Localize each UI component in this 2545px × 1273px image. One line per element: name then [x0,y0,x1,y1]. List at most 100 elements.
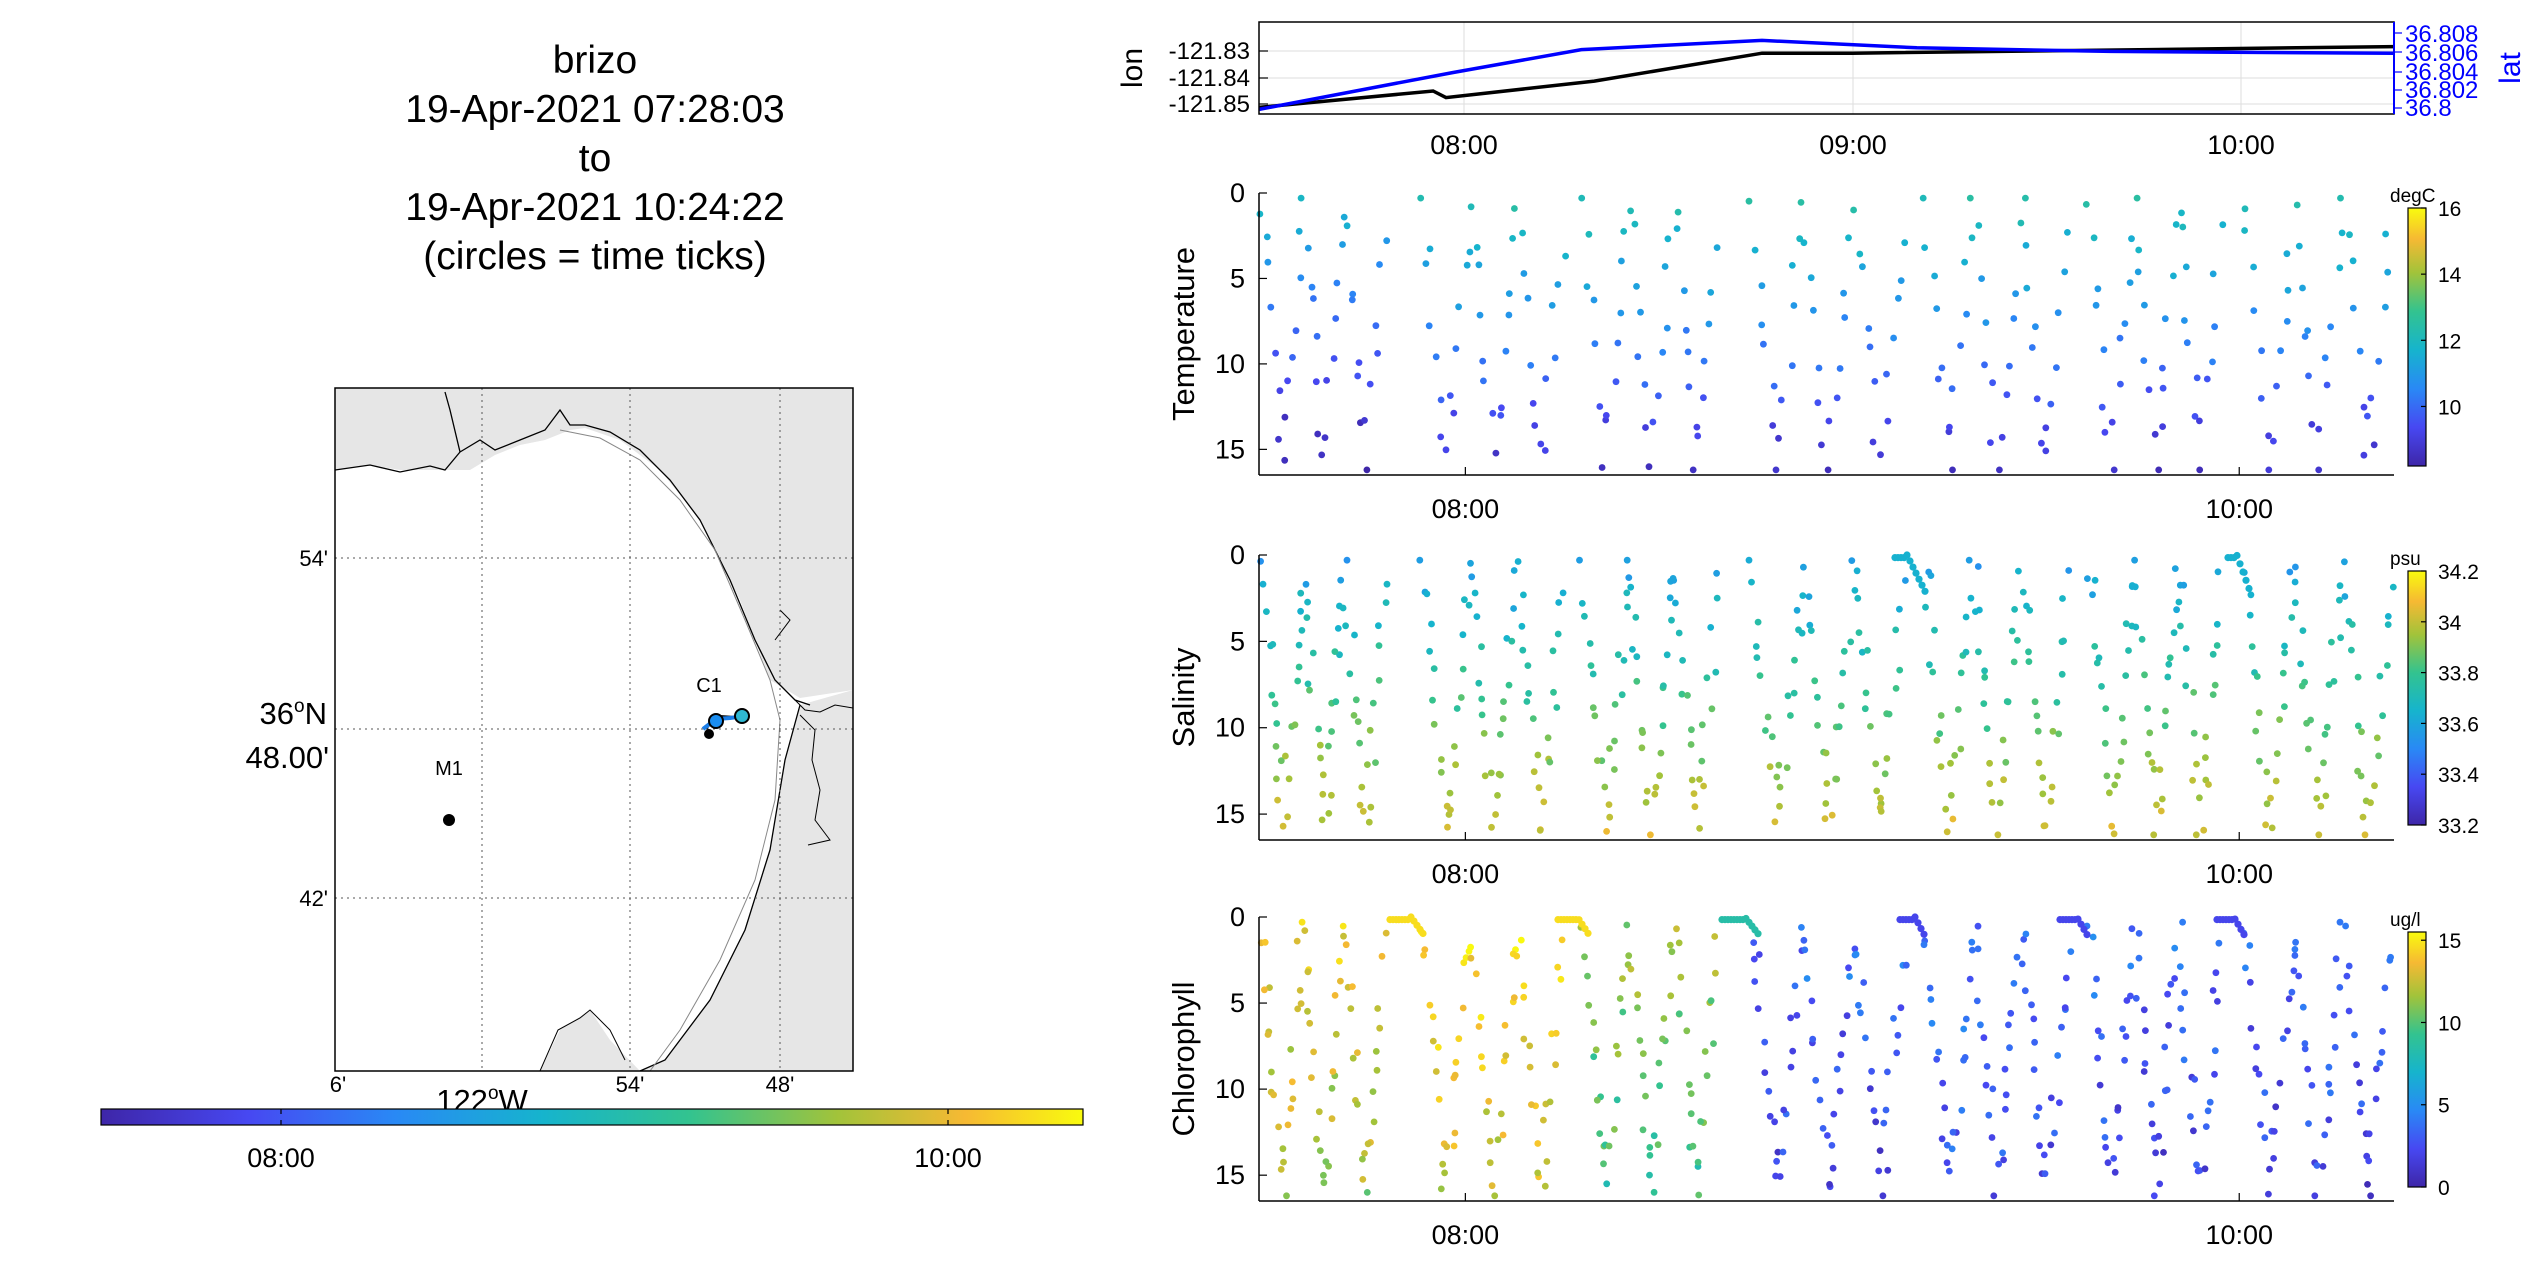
data-point [1761,1038,1769,1046]
data-point [1366,380,1374,388]
data-point [1336,957,1343,965]
data-point [1602,412,1610,419]
lon-lat-x-tick-0: 08:00 [1430,130,1498,160]
data-point [1656,1082,1663,1090]
data-point [1761,1069,1769,1076]
lat-axis-tick-1: 36.806 [2405,40,2478,67]
data-point [1495,770,1503,778]
data-point [1639,1050,1647,1057]
data-point [1659,722,1667,730]
data-point [2108,418,2116,426]
y-tick-label: 5 [1230,988,1245,1018]
data-point [2041,1170,2049,1178]
data-point [1684,348,1692,356]
data-point [1452,1058,1460,1066]
data-point [1936,730,1944,737]
data-point [1284,1121,1292,1129]
data-point [1446,789,1454,797]
colorbar-tick-label: 33.2 [2438,815,2479,838]
data-point [2061,1004,2069,1012]
data-point [2132,994,2140,1002]
data-point [2321,354,2329,362]
colorbar-tick-label: 16 [2438,198,2461,221]
data-point [1269,641,1277,648]
data-point [2204,1107,2212,1115]
data-point [2288,614,2296,621]
data-point [2098,1033,2105,1040]
data-point [1770,382,1778,390]
data-point [2150,1192,2158,1200]
data-point [1809,1035,1817,1043]
data-point [1297,589,1305,597]
data-point [2165,1022,2173,1029]
data-point [2315,425,2323,433]
data-point [2182,645,2190,652]
data-point [1525,690,1532,697]
data-point [1855,1001,1862,1009]
data-point [1954,706,1962,713]
data-point [2281,642,2288,650]
data-point [1331,992,1339,999]
data-point [1684,692,1691,699]
data-point [1764,713,1772,721]
data-point [1678,690,1686,698]
data-point [1619,975,1626,982]
data-point [1332,1030,1340,1038]
data-point [1348,296,1356,304]
lat-tick-42: 42' [299,886,328,911]
data-point [1864,647,1871,654]
data-point [1534,751,1542,759]
data-point [2242,964,2249,972]
data-point [1417,194,1425,202]
data-point [1312,378,1320,386]
data-point [1589,704,1597,712]
data-point [1627,583,1635,591]
data-point [2003,391,2011,399]
data-point [1845,234,1852,242]
data-point [1902,961,1910,969]
data-point [1712,668,1720,676]
data-point [1488,1182,1496,1190]
data-point [2159,423,2167,430]
data-point [1369,1088,1377,1095]
data-point [1332,315,1340,322]
data-point [1961,258,1968,266]
data-point [1710,1040,1717,1047]
data-point [2373,734,2381,742]
surface-point [1584,929,1592,937]
data-point [1756,672,1764,679]
data-point [2301,1045,2309,1053]
data-point [1294,1005,1302,1013]
data-point [1814,722,1821,729]
data-point [1342,622,1349,630]
data-point [1659,1035,1666,1043]
data-point [2039,774,2047,781]
lon-lat-lines [1258,38,2395,112]
coastline [335,391,811,1071]
data-point [1477,1013,1485,1021]
data-point [2128,235,2135,243]
data-point [1480,377,1487,385]
data-point [1713,569,1720,577]
data-point [1603,828,1610,835]
data-point [2384,613,2392,620]
data-point [1524,662,1532,669]
data-point [2141,1060,2149,1067]
data-point [1600,1160,1607,1168]
colorbar-tick-label: 10 [2438,1012,2461,1035]
data-point [1700,394,1707,402]
data-point [2014,637,2021,644]
lat-axis-tick-3: 36.802 [2405,77,2478,104]
data-point [2170,272,2177,280]
data-point [2191,413,2199,420]
data-point [1639,1072,1647,1080]
data-point [2110,1155,2118,1162]
data-point [1297,1000,1305,1007]
data-point [1376,1024,1384,1032]
data-point [1478,711,1486,719]
data-point [2261,1089,2269,1096]
data-point [2140,1006,2148,1014]
lat-axis-tick-4: 36.8 [2405,95,2452,122]
data-point [1819,1125,1827,1132]
y-axis-label: Temperature [1166,247,1201,421]
